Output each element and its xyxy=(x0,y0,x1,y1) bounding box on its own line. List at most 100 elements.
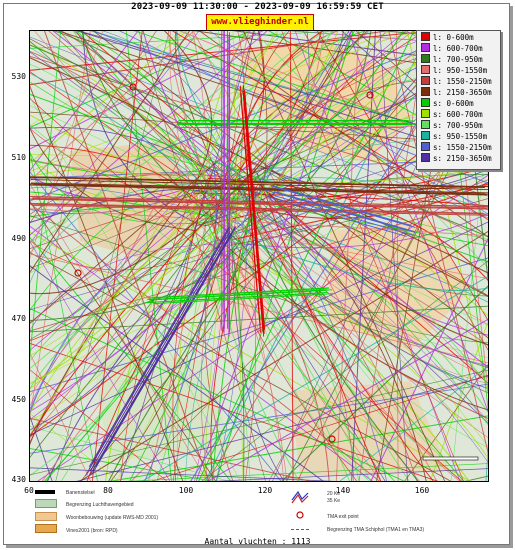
flight-track xyxy=(237,177,488,463)
legend-item: s: 2150-3650m xyxy=(421,153,492,164)
flight-track xyxy=(208,207,358,481)
noise-20-label: 20 Ke xyxy=(327,491,341,497)
flight-track xyxy=(175,31,260,205)
flight-track xyxy=(191,229,488,419)
flight-track xyxy=(232,31,244,481)
flight-corridor xyxy=(153,293,334,305)
flight-corridor xyxy=(33,183,488,195)
flight-track xyxy=(30,413,120,481)
flight-corridor xyxy=(242,85,264,326)
legend-swatch xyxy=(421,87,430,96)
flight-corridor xyxy=(89,230,231,472)
flight-track xyxy=(30,31,470,202)
flight-track xyxy=(240,31,423,167)
tma-exit-label: TMA exit point xyxy=(327,514,359,520)
flight-track xyxy=(76,375,488,481)
flight-track xyxy=(243,31,446,481)
flight-corridor xyxy=(32,196,488,208)
flight-track xyxy=(281,285,488,481)
flight-track xyxy=(60,31,347,481)
flight-track xyxy=(37,174,488,481)
flight-track xyxy=(30,98,462,481)
flight-corridor xyxy=(266,195,407,237)
flight-track xyxy=(30,208,488,237)
flight-corridor xyxy=(30,184,487,196)
vinex-swatch xyxy=(35,524,57,533)
flight-track xyxy=(245,178,488,243)
y-tick-530: 530 xyxy=(11,72,26,81)
legend-item: l: 700-950m xyxy=(421,54,483,65)
legend-item: l: 2150-3650m xyxy=(421,87,492,98)
tma-exit-point xyxy=(129,83,137,91)
legend-swatch xyxy=(421,142,430,151)
flight-track xyxy=(253,168,387,481)
flight-corridor xyxy=(144,292,325,304)
flight-track xyxy=(109,415,488,481)
airport-boundary-label: Begrenzing Luchthavengebied xyxy=(66,502,134,508)
flight-corridor xyxy=(85,235,226,477)
flight-corridor xyxy=(271,184,412,226)
flight-track xyxy=(30,166,204,311)
flight-track xyxy=(30,237,259,409)
legend-swatch xyxy=(421,32,430,41)
y-tick-450: 450 xyxy=(11,395,26,404)
noise-35-label: 35 Ke xyxy=(327,498,341,504)
runway-label: Banenstelsel xyxy=(66,490,95,496)
x-tick-80: 80 xyxy=(103,486,113,495)
legend-item: s: 700-950m xyxy=(421,120,483,131)
housing-swatch xyxy=(35,512,57,521)
runway-swatch xyxy=(35,490,55,494)
legend-label: s: 600-700m xyxy=(433,110,483,119)
flight-track xyxy=(30,237,232,481)
housing-label: Woonbebouwing (update RWS-MD 2001) xyxy=(66,515,159,521)
flight-corridor xyxy=(91,234,233,475)
noise-contour-icon xyxy=(291,490,309,504)
flight-corridor xyxy=(275,187,416,229)
flight-track xyxy=(30,127,197,232)
airport-boundary-swatch xyxy=(35,499,57,508)
tma-exit-point xyxy=(328,435,336,443)
legend-label: s: 1550-2150m xyxy=(433,143,492,152)
flight-track xyxy=(30,31,414,323)
time-range-title: 2023-09-09 11:30:00 - 2023-09-09 16:59:5… xyxy=(131,2,384,12)
flight-track xyxy=(30,150,98,481)
tma-exit-icon xyxy=(296,511,304,519)
flight-track xyxy=(30,105,488,326)
flight-track xyxy=(30,55,488,197)
flight-track xyxy=(184,235,257,481)
legend-item: s: 600-700m xyxy=(421,109,483,120)
flight-track xyxy=(30,202,202,414)
flight-track xyxy=(258,244,488,291)
flight-track xyxy=(257,230,488,378)
flight-track xyxy=(30,38,488,296)
flight-track xyxy=(102,31,233,175)
y-tick-510: 510 xyxy=(11,153,26,162)
flight-track xyxy=(215,229,248,481)
x-tick-100: 100 xyxy=(178,486,194,495)
x-tick-160: 160 xyxy=(414,486,430,495)
flight-corridor xyxy=(94,226,236,467)
flight-track xyxy=(30,218,224,476)
flight-corridor xyxy=(32,204,488,216)
flight-track xyxy=(227,192,488,384)
flight-track xyxy=(77,31,204,175)
flight-track xyxy=(253,206,488,297)
flight-track xyxy=(201,260,488,481)
flight-corridor xyxy=(88,226,230,467)
flight-track xyxy=(148,31,250,481)
flight-track xyxy=(236,184,488,367)
flight-track xyxy=(141,275,488,481)
flight-count: Aantal vluchten : 1113 xyxy=(204,537,311,546)
flight-track xyxy=(30,31,366,458)
tma-boundary-swatch xyxy=(291,529,309,530)
flight-track xyxy=(30,196,226,295)
flight-track xyxy=(379,31,408,481)
flight-track xyxy=(207,318,488,481)
flight-track xyxy=(30,124,463,481)
legend-swatch xyxy=(421,153,430,162)
flight-track xyxy=(30,64,204,179)
flight-track xyxy=(30,219,194,439)
flight-track xyxy=(174,31,227,191)
brand-banner[interactable]: www.vlieghinder.nl xyxy=(206,14,314,31)
flight-track xyxy=(30,417,312,481)
